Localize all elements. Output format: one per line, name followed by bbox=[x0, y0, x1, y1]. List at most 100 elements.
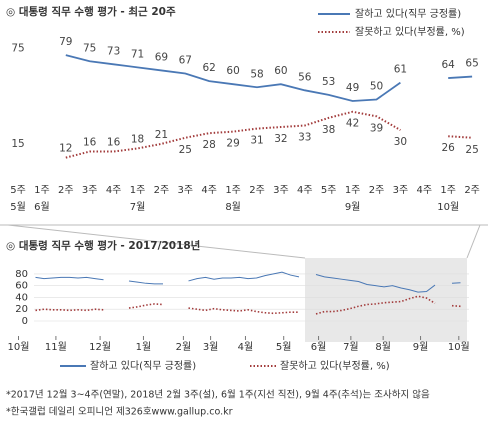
legend-label: 잘못하고 있다(부정률, %) bbox=[280, 359, 390, 372]
highlight-region bbox=[305, 258, 467, 342]
x-tick-label: 1월 bbox=[136, 341, 152, 353]
x-tick-label: 9월 bbox=[345, 201, 361, 213]
x-tick-label: 1주 bbox=[225, 185, 241, 196]
x-tick-label: 4월 bbox=[238, 341, 254, 353]
x-tick-label: 7월 bbox=[343, 341, 359, 353]
data-label: 79 bbox=[59, 36, 72, 48]
data-label: 60 bbox=[274, 65, 287, 77]
x-tick-label: 4주 bbox=[201, 185, 217, 196]
x-tick-label: 8월 bbox=[375, 341, 391, 353]
x-tick-label: 12월 bbox=[89, 341, 111, 353]
x-tick-label: 5월 bbox=[10, 201, 26, 213]
x-tick-label: 2주 bbox=[58, 185, 74, 196]
series-line bbox=[35, 308, 104, 312]
y-tick-label: 40 bbox=[15, 292, 28, 303]
data-label: 30 bbox=[394, 136, 407, 148]
series-line bbox=[188, 307, 299, 315]
series-line bbox=[128, 280, 163, 285]
x-tick-label: 1주 bbox=[440, 185, 456, 196]
x-tick-label: 3주 bbox=[393, 185, 409, 196]
x-tick-label: 2주 bbox=[249, 185, 265, 196]
data-label: 39 bbox=[370, 122, 383, 134]
data-label: 50 bbox=[370, 81, 383, 93]
x-tick-label: 6월 bbox=[34, 201, 50, 213]
chart-title: ◎ 대통령 직무 수행 평가 - 2017/2018년 bbox=[6, 239, 200, 252]
y-tick-label: 80 bbox=[15, 269, 28, 280]
data-label: 64 bbox=[442, 59, 456, 71]
series-line bbox=[188, 271, 300, 282]
x-tick-label: 5월 bbox=[276, 341, 292, 353]
x-tick-label: 1주 bbox=[345, 185, 361, 196]
y-tick-label: 20 bbox=[15, 304, 28, 315]
data-label: 49 bbox=[346, 82, 359, 94]
data-label: 38 bbox=[322, 124, 335, 136]
data-label: 60 bbox=[226, 65, 239, 77]
x-tick-label: 2주 bbox=[369, 185, 385, 196]
data-label: 71 bbox=[131, 48, 144, 60]
y-tick-label: 60 bbox=[15, 281, 28, 292]
series-line bbox=[35, 276, 104, 281]
x-tick-label: 6월 bbox=[311, 341, 327, 353]
series-line bbox=[65, 54, 401, 102]
x-tick-label: 3주 bbox=[273, 185, 289, 196]
series-line bbox=[315, 273, 436, 293]
x-tick-label: 10월 bbox=[448, 341, 470, 353]
legend-label: 잘못하고 있다(부정률, %) bbox=[355, 25, 465, 38]
footnote: *한국갤럽 데일리 오피니언 제326호www.gallup.co.kr bbox=[6, 406, 233, 418]
data-label: 56 bbox=[298, 71, 312, 83]
series-line bbox=[128, 303, 164, 309]
data-label: 67 bbox=[179, 54, 192, 66]
data-label: 65 bbox=[465, 58, 478, 70]
data-label: 12 bbox=[59, 143, 72, 155]
series-line bbox=[451, 282, 461, 284]
data-label: 32 bbox=[274, 133, 287, 145]
data-label: 75 bbox=[11, 42, 24, 54]
data-label: 75 bbox=[83, 42, 96, 54]
data-label: 15 bbox=[11, 138, 24, 150]
data-label: 21 bbox=[155, 129, 168, 141]
series-line bbox=[65, 110, 401, 159]
legend-label: 잘하고 있다(직무 긍정률) bbox=[355, 7, 461, 20]
x-tick-label: 1주 bbox=[130, 185, 146, 196]
legend-label: 잘하고 있다(직무 긍정률) bbox=[90, 359, 196, 372]
data-label: 25 bbox=[179, 144, 192, 156]
data-label: 25 bbox=[465, 144, 478, 156]
x-tick-label: 5주 bbox=[321, 185, 337, 196]
x-tick-label: 10월 bbox=[8, 341, 30, 353]
x-tick-label: 3주 bbox=[82, 185, 98, 196]
x-tick-label: 5주 bbox=[10, 185, 26, 196]
x-tick-label: 4주 bbox=[417, 185, 433, 196]
series-line bbox=[315, 295, 436, 315]
x-tick-label: 4주 bbox=[106, 185, 122, 196]
data-label: 61 bbox=[394, 64, 407, 76]
x-tick-label: 1주 bbox=[34, 185, 50, 196]
series-line bbox=[451, 304, 461, 308]
data-label: 16 bbox=[107, 137, 121, 149]
x-tick-label: 4주 bbox=[297, 185, 313, 196]
y-tick-label: 0 bbox=[22, 316, 28, 327]
data-label: 31 bbox=[250, 135, 263, 147]
series-line bbox=[448, 75, 473, 79]
x-tick-label: 3월 bbox=[203, 341, 219, 353]
data-label: 33 bbox=[298, 132, 311, 144]
data-label: 73 bbox=[107, 45, 120, 57]
x-tick-label: 8월 bbox=[225, 201, 241, 213]
data-label: 28 bbox=[203, 139, 216, 151]
data-label: 69 bbox=[155, 51, 168, 63]
chart-title: ◎ 대통령 직무 수행 평가 - 최근 20주 bbox=[6, 5, 176, 18]
data-label: 29 bbox=[226, 138, 239, 150]
x-tick-label: 2주 bbox=[464, 185, 480, 196]
x-tick-label: 11월 bbox=[45, 341, 67, 353]
connector bbox=[466, 224, 481, 259]
x-tick-label: 9월 bbox=[413, 341, 429, 353]
x-tick-label: 3주 bbox=[178, 185, 194, 196]
x-tick-label: 2주 bbox=[154, 185, 170, 196]
x-tick-label: 10월 bbox=[437, 201, 459, 213]
series-line bbox=[448, 135, 473, 139]
x-tick-label: 7월 bbox=[130, 201, 146, 213]
footnote: *2017년 12월 3~4주(연말), 2018년 2월 3주(설), 6월 … bbox=[6, 389, 430, 401]
x-tick-label: 2월 bbox=[176, 341, 192, 353]
data-label: 16 bbox=[83, 137, 97, 149]
data-label: 53 bbox=[322, 76, 335, 88]
